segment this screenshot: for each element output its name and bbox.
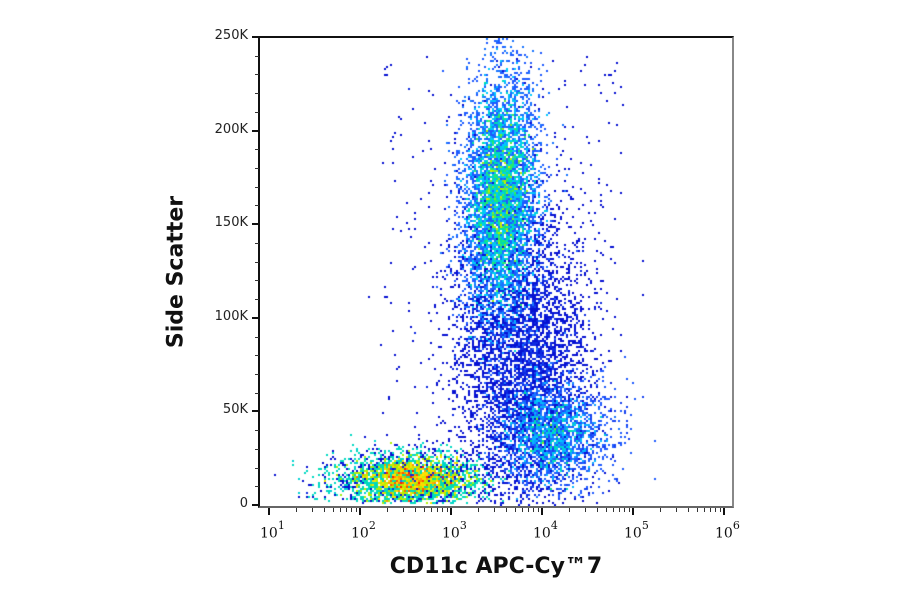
y-tick-minor <box>255 55 259 57</box>
y-tick-major <box>252 410 259 413</box>
x-tick-label: 102 <box>351 519 376 542</box>
density-scatter <box>260 38 732 506</box>
y-tick-major <box>252 129 259 132</box>
x-tick-minor <box>612 508 614 512</box>
x-tick-major <box>450 508 452 515</box>
y-tick-minor <box>255 486 259 488</box>
y-tick-label: 50K <box>222 402 248 418</box>
x-tick-minor <box>660 508 662 512</box>
x-tick-major <box>632 508 634 515</box>
x-tick-label: 101 <box>260 519 285 542</box>
x-tick-minor <box>403 508 405 512</box>
x-tick-minor <box>605 508 607 512</box>
y-tick-major <box>252 223 259 226</box>
x-tick-minor <box>430 508 432 512</box>
x-tick-minor <box>521 508 523 512</box>
x-tick-minor <box>715 508 717 512</box>
x-tick-minor <box>442 508 444 512</box>
x-axis-title: CD11c APC-Cy™7 <box>389 554 603 579</box>
x-tick-minor <box>312 508 314 512</box>
y-tick-major <box>252 504 259 506</box>
y-tick-minor <box>255 93 259 95</box>
x-tick-minor <box>703 508 705 512</box>
x-tick-minor <box>624 508 626 512</box>
y-tick-minor <box>255 168 259 170</box>
y-tick-minor <box>255 280 259 282</box>
y-tick-minor <box>255 149 259 151</box>
y-tick-minor <box>255 336 259 338</box>
y-tick-minor <box>255 111 259 113</box>
x-tick-minor <box>709 508 711 512</box>
y-tick-label: 100K <box>214 308 248 324</box>
x-tick-minor <box>618 508 620 512</box>
x-tick-label: 104 <box>533 519 558 542</box>
x-tick-minor <box>494 508 496 512</box>
x-tick-minor <box>446 508 448 512</box>
y-tick-label: 0 <box>239 496 248 511</box>
x-tick-minor <box>533 508 535 512</box>
x-tick-minor <box>478 508 480 512</box>
y-tick-minor <box>255 430 259 432</box>
y-tick-minor <box>255 261 259 263</box>
y-tick-minor <box>255 186 259 188</box>
x-tick-minor <box>505 508 507 512</box>
y-tick-minor <box>255 355 259 357</box>
x-tick-minor <box>569 508 571 512</box>
x-tick-major <box>359 508 361 515</box>
y-tick-minor <box>255 242 259 244</box>
x-tick-minor <box>332 508 334 512</box>
y-tick-minor <box>255 299 259 301</box>
x-tick-minor <box>355 508 357 512</box>
x-tick-minor <box>696 508 698 512</box>
x-tick-minor <box>339 508 341 512</box>
x-tick-minor <box>296 508 298 512</box>
x-tick-major <box>723 508 725 515</box>
y-tick-label: 150K <box>214 215 248 231</box>
x-tick-minor <box>719 508 721 512</box>
y-tick-minor <box>255 392 259 394</box>
x-tick-major <box>541 508 543 515</box>
x-tick-minor <box>676 508 678 512</box>
x-tick-label: 105 <box>624 519 649 542</box>
y-tick-minor <box>255 373 259 375</box>
x-tick-minor <box>514 508 516 512</box>
y-tick-minor <box>255 448 259 450</box>
x-tick-minor <box>628 508 630 512</box>
x-tick-minor <box>387 508 389 512</box>
y-tick-label: 200K <box>214 121 248 137</box>
y-tick-minor <box>255 74 259 76</box>
x-tick-minor <box>323 508 325 512</box>
x-tick-minor <box>423 508 425 512</box>
y-tick-minor <box>255 467 259 469</box>
x-tick-minor <box>351 508 353 512</box>
y-tick-label: 250K <box>214 28 248 43</box>
x-tick-minor <box>537 508 539 512</box>
x-tick-minor <box>527 508 529 512</box>
y-axis-title: Side Scatter <box>163 195 189 349</box>
y-tick-minor <box>255 205 259 207</box>
x-tick-minor <box>345 508 347 512</box>
x-tick-label: 106 <box>715 519 740 542</box>
x-tick-minor <box>687 508 689 512</box>
x-tick-minor <box>414 508 416 512</box>
x-tick-minor <box>585 508 587 512</box>
x-tick-minor <box>436 508 438 512</box>
y-tick-major <box>252 316 259 319</box>
x-tick-major <box>268 508 270 515</box>
x-tick-label: 103 <box>442 519 467 542</box>
x-tick-minor <box>596 508 598 512</box>
y-tick-major <box>252 36 259 38</box>
